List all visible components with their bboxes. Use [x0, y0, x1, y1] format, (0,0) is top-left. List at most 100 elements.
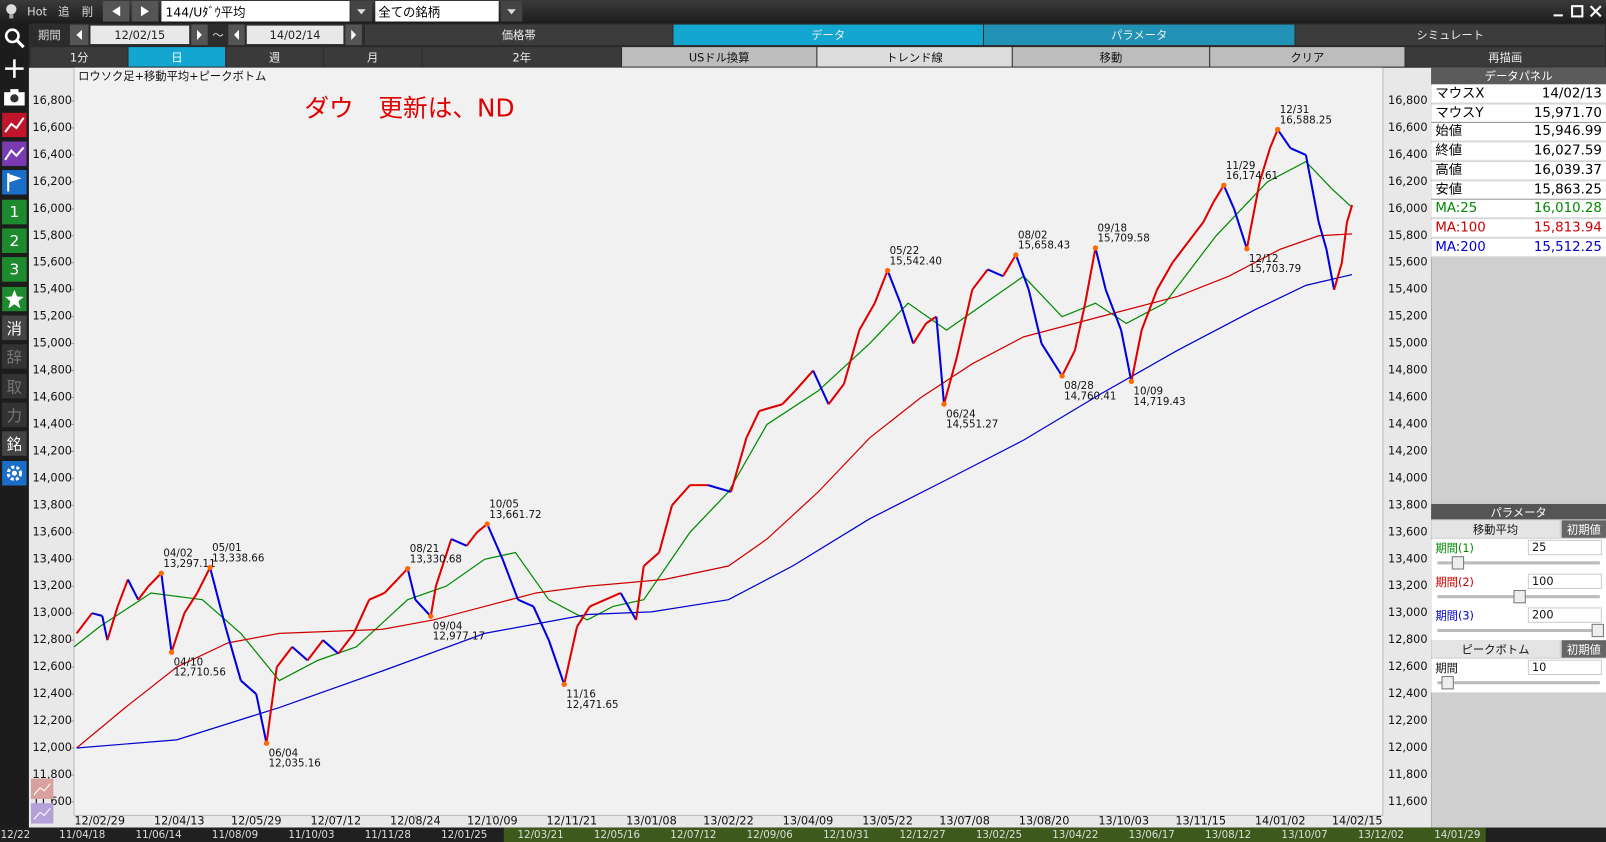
favorite-tool[interactable] — [2, 286, 27, 312]
universe-dropdown-glyph — [507, 9, 516, 15]
settings-tool[interactable] — [2, 460, 27, 486]
tab[interactable]: データ — [673, 24, 983, 46]
slider-thumb[interactable] — [1513, 590, 1526, 604]
price-segment — [196, 567, 211, 594]
data-row: 安値 15,863.25 — [1431, 180, 1606, 200]
y2-tick-label: 15,800 — [1388, 229, 1427, 242]
tab[interactable]: 価格帯 — [365, 24, 673, 46]
minimize-button-glyph — [1553, 14, 1563, 17]
chart-tool-glyph — [2, 112, 27, 138]
price-segment — [1140, 289, 1159, 331]
hot-button[interactable]: Hot — [27, 4, 47, 18]
tab[interactable]: シミュレート — [1295, 24, 1605, 46]
y2-tick-label: 13,400 — [1388, 552, 1427, 565]
y2-tick-label: 16,200 — [1388, 175, 1427, 188]
parameter-value[interactable]: 100 — [1527, 573, 1602, 589]
data-label: 終値 — [1435, 143, 1463, 159]
price-segment — [116, 579, 129, 607]
y-tick-label: 16,800 — [32, 94, 71, 107]
interval-button[interactable]: 再描画 — [1405, 47, 1605, 67]
slider-thumb[interactable] — [1451, 556, 1465, 570]
price-segment — [1340, 222, 1348, 263]
universe-dropdown[interactable] — [500, 1, 523, 22]
peak-value: 14,719.43 — [1133, 396, 1185, 408]
interval-button[interactable]: 移動 — [1012, 47, 1210, 67]
side-button[interactable]: 取 — [2, 373, 27, 399]
universe-select[interactable]: 全ての銘柄 — [375, 1, 499, 22]
from-prev[interactable] — [69, 24, 89, 46]
to-next[interactable] — [345, 24, 362, 46]
parameter-value[interactable]: 25 — [1527, 539, 1602, 556]
symbol-select[interactable]: 144/Uﾀﾞｳ平均 — [161, 1, 350, 22]
reset-button[interactable]: 初期値 — [1561, 520, 1606, 538]
side-button[interactable]: 辞 — [2, 344, 27, 369]
sub-chart-tool[interactable] — [30, 778, 54, 799]
overview-range — [503, 827, 1486, 842]
data-row: マウスX 14/02/13 — [1431, 85, 1606, 104]
peak-date: 09/18 — [1098, 223, 1128, 235]
y-tick-label: 14,000 — [32, 471, 71, 484]
side-button[interactable]: 2 — [2, 228, 27, 254]
slider-thumb[interactable] — [1591, 623, 1604, 638]
slider-track — [1437, 561, 1600, 565]
parameter-value[interactable]: 10 — [1527, 659, 1602, 676]
price-segment — [1156, 262, 1174, 291]
interval-button[interactable]: トレンド線 — [817, 47, 1012, 67]
interval-button[interactable]: USドル換算 — [622, 47, 817, 67]
peak-date: 11/16 — [566, 689, 596, 701]
price-segment — [1002, 254, 1017, 277]
flag-tool[interactable] — [2, 170, 27, 195]
slider-thumb[interactable] — [1441, 676, 1454, 690]
interval-button[interactable]: 週 — [226, 47, 323, 67]
delete-button[interactable]: 削 — [81, 5, 94, 19]
side-button[interactable]: 3 — [2, 257, 27, 282]
x-tick-label: 14/01/02 — [1255, 815, 1306, 828]
minimize-button[interactable] — [1550, 3, 1566, 19]
add-button[interactable]: 追 — [58, 5, 70, 19]
indicator-tool[interactable] — [2, 141, 27, 166]
peak-marker — [207, 564, 213, 571]
interval-button[interactable]: 月 — [323, 47, 422, 67]
tab[interactable]: パラメータ — [983, 24, 1295, 46]
next-symbol[interactable] — [131, 1, 159, 22]
prev-symbol[interactable] — [102, 1, 130, 22]
peak-value: 13,661.72 — [489, 509, 541, 521]
side-button[interactable]: 銘 — [2, 431, 27, 456]
maximize-button[interactable] — [1569, 3, 1585, 19]
price-segment — [434, 538, 453, 587]
camera-tool[interactable] — [2, 85, 27, 110]
parameter-value[interactable]: 200 — [1527, 607, 1602, 623]
symbol-dropdown[interactable] — [350, 1, 373, 22]
peak-marker — [168, 649, 175, 655]
peak-marker — [263, 740, 270, 746]
chart-tool[interactable] — [2, 112, 27, 138]
lamp-icon[interactable] — [2, 2, 21, 20]
reset-button[interactable]: 初期値 — [1561, 640, 1606, 658]
interval-button[interactable]: クリア — [1210, 47, 1405, 67]
interval-button[interactable]: 日 — [128, 47, 226, 67]
sub-chart-tool-glyph — [30, 778, 54, 799]
interval-button[interactable]: 2年 — [422, 47, 622, 67]
to-prev[interactable] — [228, 24, 245, 46]
price-segment — [873, 270, 889, 304]
side-button[interactable]: 力 — [2, 402, 27, 428]
from-prev-glyph — [76, 29, 82, 40]
period-label: 期間 — [38, 28, 61, 42]
close-button[interactable] — [1587, 3, 1603, 19]
interval-button[interactable]: 1分 — [30, 47, 128, 67]
side-button[interactable]: 1 — [2, 199, 27, 225]
price-segment — [955, 289, 974, 358]
from-next[interactable] — [191, 24, 208, 46]
to-date[interactable]: 14/02/14 — [246, 25, 344, 45]
crosshair-tool[interactable] — [2, 56, 27, 81]
from-date[interactable]: 12/02/15 — [90, 25, 190, 45]
price-segment — [858, 302, 876, 331]
sub-chart-tool[interactable] — [30, 803, 54, 824]
price-segment — [886, 270, 902, 304]
y2-tick-label: 13,200 — [1388, 579, 1427, 592]
side-button[interactable]: 消 — [2, 315, 27, 341]
price-segment — [170, 612, 186, 653]
search-tool[interactable] — [2, 26, 27, 51]
peak-date: 08/21 — [410, 543, 440, 555]
y-tick-label: 16,000 — [32, 202, 71, 215]
